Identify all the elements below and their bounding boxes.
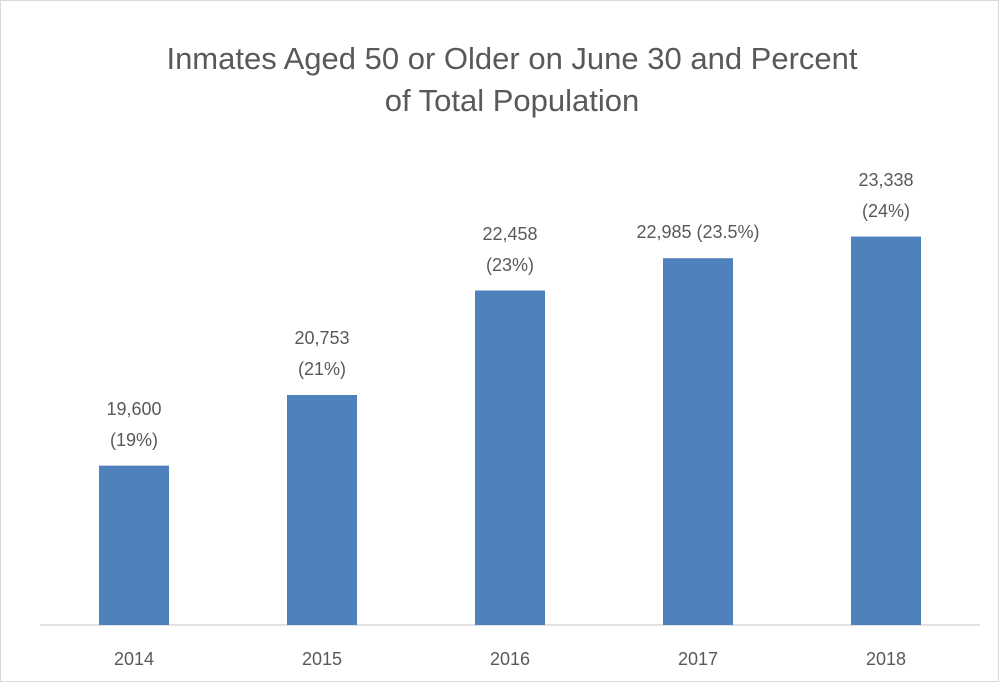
data-label: 20,753 (21%) (294, 327, 350, 379)
x-tick-label: 2014 (114, 649, 154, 669)
x-tick-label: 2016 (490, 649, 530, 669)
bar (287, 394, 357, 625)
bar (663, 258, 733, 625)
bar (851, 236, 921, 625)
data-label: 22,458 (23%) (482, 223, 538, 275)
x-tick-label: 2017 (678, 649, 718, 669)
bar (475, 290, 545, 625)
data-label: 22,985 (23.5%) (636, 222, 760, 243)
chart-title: Inmates Aged 50 or Older on June 30 and … (166, 41, 858, 118)
data-label: 19,600 (19%) (106, 398, 162, 450)
data-label: 23,338 (24%) (858, 169, 914, 221)
x-tick-label: 2018 (866, 649, 906, 669)
x-tick-label: 2015 (302, 649, 342, 669)
bar (99, 465, 169, 625)
